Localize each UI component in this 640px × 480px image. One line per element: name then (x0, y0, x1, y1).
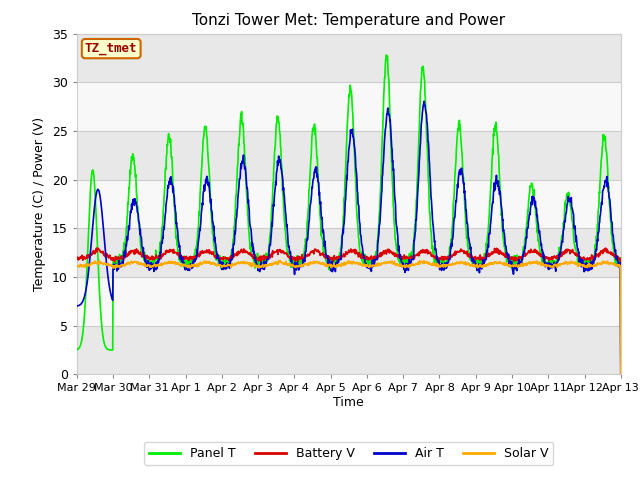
Air T (180, 264, 188, 269)
Bar (77, 180, 621, 228)
X-axis label: Time: Time (333, 396, 364, 409)
Air T (255, 267, 262, 273)
Solar V (194, 263, 202, 268)
Bar (77, 131, 621, 180)
Line: Battery V: Battery V (77, 248, 621, 374)
Air T (434, 254, 442, 260)
Solar V (553, 263, 561, 269)
Air T (420, 98, 428, 104)
Air T (505, 252, 513, 257)
Air T (73, 303, 81, 309)
Solar V (434, 261, 442, 266)
Bar (77, 326, 621, 374)
Line: Solar V: Solar V (77, 261, 621, 374)
Battery V (255, 255, 263, 261)
Text: TZ_tmet: TZ_tmet (85, 42, 138, 55)
Bar (77, 277, 621, 326)
Bar (77, 34, 621, 82)
Y-axis label: Temperature (C) / Power (V): Temperature (C) / Power (V) (33, 117, 46, 291)
Battery V (617, 372, 625, 377)
Battery V (73, 255, 81, 261)
Battery V (553, 255, 561, 261)
Solar V (275, 258, 282, 264)
Air T (617, 372, 625, 377)
Panel T (383, 52, 390, 58)
Battery V (195, 251, 202, 257)
Battery V (181, 254, 189, 260)
Solar V (180, 262, 188, 267)
Battery V (505, 254, 513, 260)
Solar V (255, 265, 262, 271)
Air T (553, 261, 561, 267)
Battery V (93, 245, 100, 251)
Line: Air T: Air T (77, 101, 621, 374)
Panel T (505, 259, 513, 264)
Solar V (505, 263, 513, 268)
Line: Panel T: Panel T (77, 55, 621, 374)
Panel T (434, 259, 442, 265)
Panel T (553, 254, 561, 260)
Solar V (617, 372, 625, 377)
Title: Tonzi Tower Met: Temperature and Power: Tonzi Tower Met: Temperature and Power (192, 13, 506, 28)
Panel T (194, 230, 202, 236)
Solar V (73, 264, 81, 269)
Panel T (255, 263, 262, 268)
Air T (194, 245, 202, 251)
Panel T (180, 265, 188, 271)
Legend: Panel T, Battery V, Air T, Solar V: Panel T, Battery V, Air T, Solar V (144, 442, 554, 465)
Bar (77, 228, 621, 277)
Bar (77, 82, 621, 131)
Panel T (617, 372, 625, 377)
Battery V (434, 256, 442, 262)
Panel T (73, 347, 81, 353)
